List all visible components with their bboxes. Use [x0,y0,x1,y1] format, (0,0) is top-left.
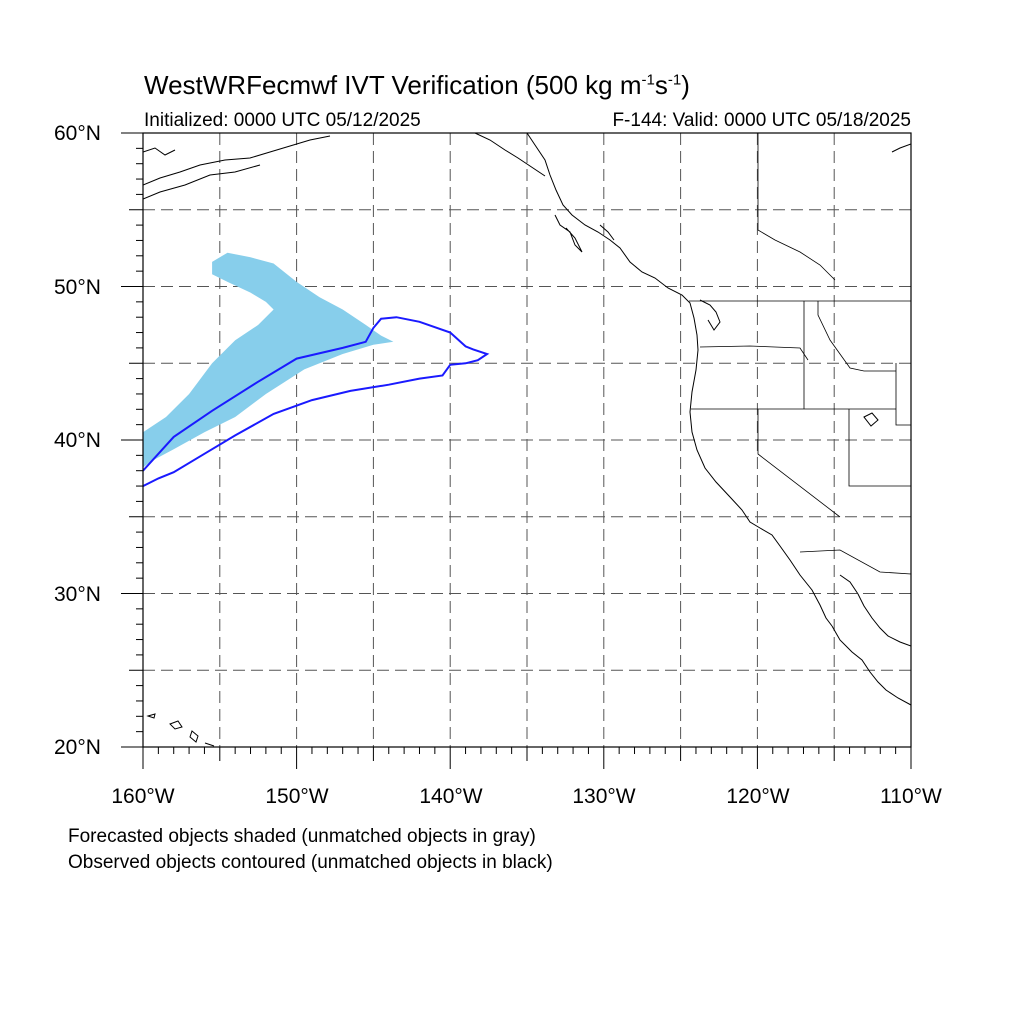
lat-label-60n: 60°N [54,122,101,145]
lat-label-30n: 30°N [54,583,101,606]
lat-label-40n: 40°N [54,429,101,452]
lon-label-110w: 110°W [880,785,942,808]
lon-label-160w: 160°W [111,785,175,808]
lat-label-20n: 20°N [54,736,101,759]
observed-object-contour [143,316,490,487]
coastline-north-america [143,133,911,747]
lon-label-150w: 150°W [265,785,329,808]
lat-label-50n: 50°N [54,276,101,299]
political-borders [689,133,911,575]
map-frame [121,132,912,769]
lon-label-120w: 120°W [726,785,790,808]
map-plot-area [143,133,911,747]
initialized-time: Initialized: 0000 UTC 05/12/2025 [144,110,421,131]
footer-observed-note: Observed objects contoured (unmatched ob… [68,852,553,873]
dashed-grid [143,133,911,747]
forecast-object-shaded [143,252,394,468]
footer-forecast-note: Forecasted objects shaded (unmatched obj… [68,826,536,847]
valid-time: F-144: Valid: 0000 UTC 05/18/2025 [612,110,911,131]
lon-label-140w: 140°W [419,785,483,808]
map-title: WestWRFecmwf IVT Verification (500 kg m-… [144,70,690,100]
lon-label-130w: 130°W [572,785,636,808]
